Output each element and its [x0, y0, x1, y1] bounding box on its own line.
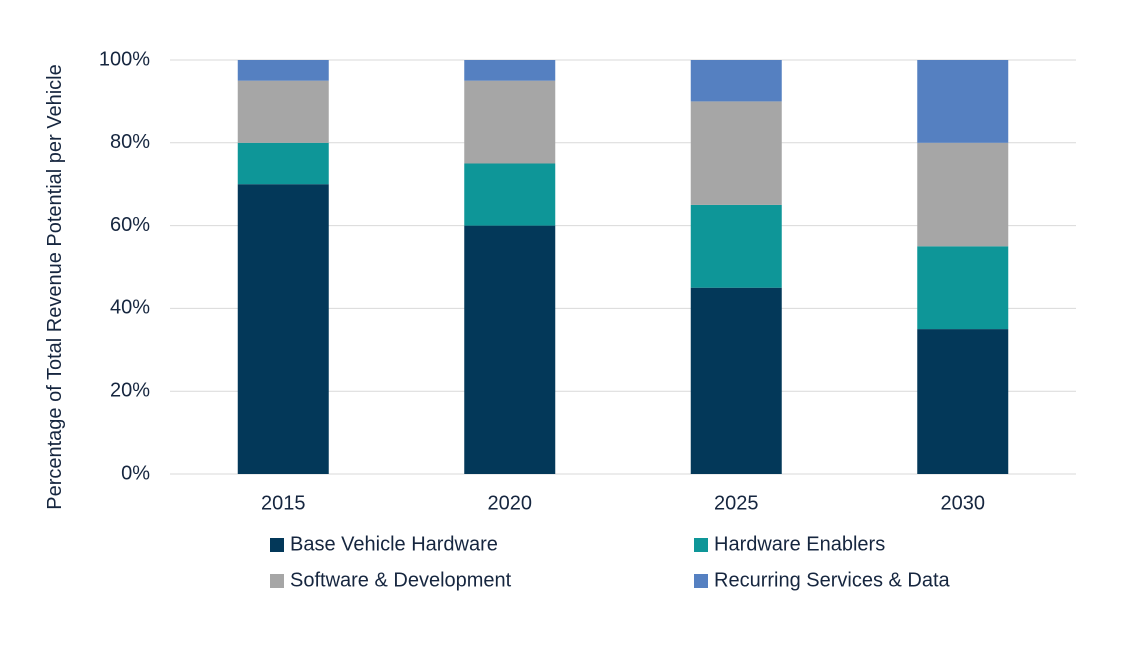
legend-label: Recurring Services & Data [714, 569, 951, 591]
y-tick-label: 20% [110, 379, 150, 401]
bar-segment [690, 287, 782, 474]
bar-segment [237, 184, 329, 474]
bar-segment [464, 225, 556, 474]
bar-segment [237, 142, 329, 185]
legend-label: Software & Development [290, 569, 512, 591]
bar-segment [690, 204, 782, 288]
bar-segment [917, 329, 1009, 474]
x-tick-label: 2030 [941, 492, 986, 514]
legend-swatch [694, 574, 708, 588]
y-tick-label: 0% [121, 462, 150, 484]
bar-segment [917, 142, 1009, 247]
bar-segment [690, 60, 782, 102]
bar-segment [917, 246, 1009, 330]
bar-segment [690, 101, 782, 205]
bar-segment [464, 80, 556, 164]
legend-label: Base Vehicle Hardware [290, 533, 498, 555]
bar-segment [237, 80, 329, 143]
x-tick-label: 2015 [261, 492, 306, 514]
y-tick-label: 40% [110, 297, 150, 319]
bar-segment [917, 60, 1009, 143]
legend-swatch [694, 538, 708, 552]
legend-label: Hardware Enablers [714, 533, 885, 555]
y-tick-label: 60% [110, 214, 150, 236]
x-tick-label: 2020 [488, 492, 533, 514]
y-tick-label: 80% [110, 131, 150, 153]
legend-swatch [270, 574, 284, 588]
y-axis-title: Percentage of Total Revenue Potential pe… [44, 64, 66, 510]
x-tick-label: 2025 [714, 492, 759, 514]
bar-segment [237, 60, 329, 81]
legend-swatch [270, 538, 284, 552]
y-tick-label: 100% [99, 48, 150, 70]
bar-segment [464, 60, 556, 81]
bar-segment [464, 163, 556, 226]
